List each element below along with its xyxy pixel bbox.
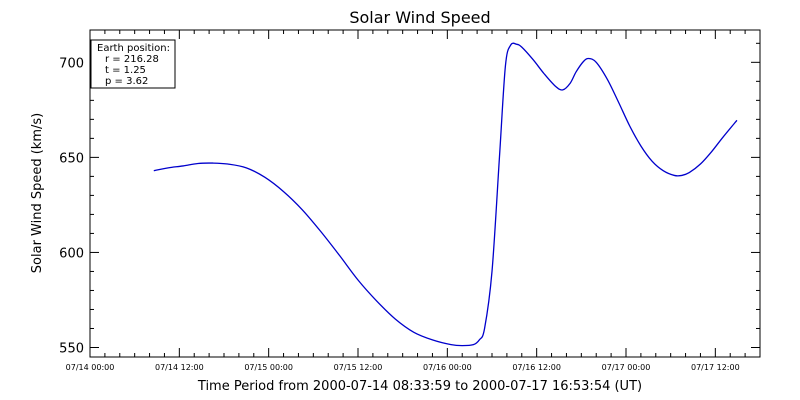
x-tick-label: 07/17 00:00 [602,363,651,372]
y-tick-label: 600 [59,246,84,261]
legend-line-r: r = 216.28 [105,54,159,65]
y-axis: 550 600 650 700 [59,42,760,356]
plot-frame [89,29,761,358]
x-tick-label: 07/15 12:00 [334,363,383,372]
legend-title: Earth position: [97,43,170,54]
x-axis: 07/14 00:00 07/14 12:00 07/15 00:00 07/15 1… [66,30,746,372]
x-tick-label: 07/15 00:00 [244,363,293,372]
legend-line-t: t = 1.25 [105,65,146,76]
y-tick-label: 700 [59,56,84,71]
x-tick-label: 07/14 00:00 [66,363,115,372]
legend-box: Earth position: r = 216.28 t = 1.25 p = … [90,39,176,89]
x-tick-label: 07/16 00:00 [423,363,472,372]
x-axis-label: Time Period from 2000-07-14 08:33:59 to … [197,379,642,394]
y-axis-label: Solar Wind Speed (km/s) [30,113,45,273]
x-tick-label: 07/17 12:00 [691,363,740,372]
series-line-solar-wind-speed [153,42,738,347]
legend-frame [90,39,176,89]
x-tick-label: 07/14 12:00 [155,363,204,372]
y-tick-label: 650 [59,151,84,166]
x-tick-label: 07/16 12:00 [512,363,561,372]
chart-title: Solar Wind Speed [349,8,490,27]
legend-line-p: p = 3.62 [105,76,148,87]
y-tick-label: 550 [59,341,84,356]
